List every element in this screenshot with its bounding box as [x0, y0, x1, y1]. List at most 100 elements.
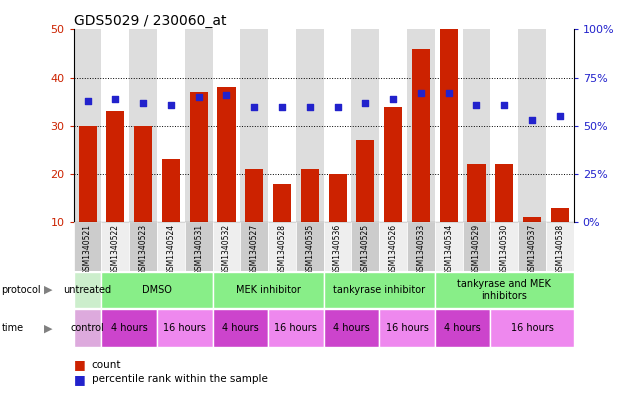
Bar [463, 222, 490, 271]
Bar [157, 29, 185, 222]
Bar [324, 222, 351, 271]
Bar [240, 29, 268, 222]
Bar [268, 29, 296, 222]
Bar [495, 164, 513, 270]
Bar [518, 29, 546, 222]
Text: GSM1340523: GSM1340523 [138, 224, 147, 275]
Text: time: time [1, 323, 24, 333]
Bar [463, 29, 490, 222]
Bar [240, 222, 268, 271]
Bar [190, 92, 208, 270]
Bar [435, 309, 490, 347]
Text: GSM1340532: GSM1340532 [222, 224, 231, 275]
Text: GSM1340538: GSM1340538 [555, 224, 564, 275]
Text: DMSO: DMSO [142, 285, 172, 295]
Point [304, 103, 315, 110]
Bar [213, 309, 268, 347]
Text: 16 hours: 16 hours [511, 323, 553, 333]
Point [471, 101, 481, 108]
Text: count: count [92, 360, 121, 370]
Bar [384, 107, 402, 270]
Text: GSM1340524: GSM1340524 [167, 224, 176, 275]
Text: untreated: untreated [63, 285, 112, 295]
Bar [324, 29, 351, 222]
Bar [412, 49, 430, 270]
Bar [379, 309, 435, 347]
Bar [273, 184, 291, 270]
Bar [435, 272, 574, 308]
Bar [101, 29, 129, 222]
Text: ▶: ▶ [44, 323, 52, 333]
Text: 16 hours: 16 hours [163, 323, 206, 333]
Bar [407, 222, 435, 271]
Point [444, 90, 454, 96]
Text: 4 hours: 4 hours [111, 323, 147, 333]
Bar [162, 160, 180, 270]
Text: 16 hours: 16 hours [274, 323, 317, 333]
Point [249, 103, 260, 110]
Bar [518, 222, 546, 271]
Text: GSM1340528: GSM1340528 [278, 224, 287, 275]
Text: GSM1340525: GSM1340525 [361, 224, 370, 275]
Bar [213, 29, 240, 222]
Bar [490, 29, 518, 222]
Bar [79, 126, 97, 270]
Text: GSM1340521: GSM1340521 [83, 224, 92, 275]
Bar [213, 222, 240, 271]
Bar [551, 208, 569, 270]
Point [527, 117, 537, 123]
Bar [329, 174, 347, 270]
Bar [106, 111, 124, 270]
Text: tankyrase and MEK
inhibitors: tankyrase and MEK inhibitors [457, 279, 551, 301]
Text: 4 hours: 4 hours [444, 323, 481, 333]
Text: GSM1340536: GSM1340536 [333, 224, 342, 275]
Point [221, 92, 231, 98]
Point [499, 101, 510, 108]
Bar [74, 29, 101, 222]
Text: GSM1340530: GSM1340530 [500, 224, 509, 275]
Bar [435, 222, 463, 271]
Point [333, 103, 343, 110]
Bar [129, 222, 157, 271]
Text: GSM1340527: GSM1340527 [250, 224, 259, 275]
Bar [101, 272, 213, 308]
Bar [268, 309, 324, 347]
Text: percentile rank within the sample: percentile rank within the sample [92, 374, 267, 384]
Text: protocol: protocol [1, 285, 41, 295]
Bar [324, 309, 379, 347]
Bar [246, 169, 263, 270]
Bar [217, 87, 235, 270]
Point [194, 94, 204, 100]
Bar [324, 272, 435, 308]
Bar [74, 272, 101, 308]
Point [416, 90, 426, 96]
Text: GSM1340531: GSM1340531 [194, 224, 203, 275]
Bar [74, 222, 101, 271]
Text: GSM1340535: GSM1340535 [305, 224, 314, 275]
Text: GSM1340533: GSM1340533 [417, 224, 426, 275]
Text: ▶: ▶ [44, 285, 52, 295]
Point [277, 103, 287, 110]
Text: MEK inhibitor: MEK inhibitor [236, 285, 301, 295]
Bar [440, 29, 458, 270]
Bar [268, 222, 296, 271]
Point [360, 99, 370, 106]
Point [388, 95, 398, 102]
Bar [379, 29, 407, 222]
Text: GDS5029 / 230060_at: GDS5029 / 230060_at [74, 14, 226, 28]
Text: 16 hours: 16 hours [386, 323, 428, 333]
Text: ■: ■ [74, 358, 85, 371]
Bar [467, 164, 485, 270]
Text: GSM1340537: GSM1340537 [528, 224, 537, 275]
Bar [213, 272, 324, 308]
Text: GSM1340529: GSM1340529 [472, 224, 481, 275]
Point [110, 95, 121, 102]
Bar [546, 29, 574, 222]
Text: ■: ■ [74, 373, 85, 386]
Point [138, 99, 148, 106]
Bar [101, 309, 157, 347]
Bar [301, 169, 319, 270]
Text: 4 hours: 4 hours [333, 323, 370, 333]
Bar [296, 29, 324, 222]
Bar [134, 126, 152, 270]
